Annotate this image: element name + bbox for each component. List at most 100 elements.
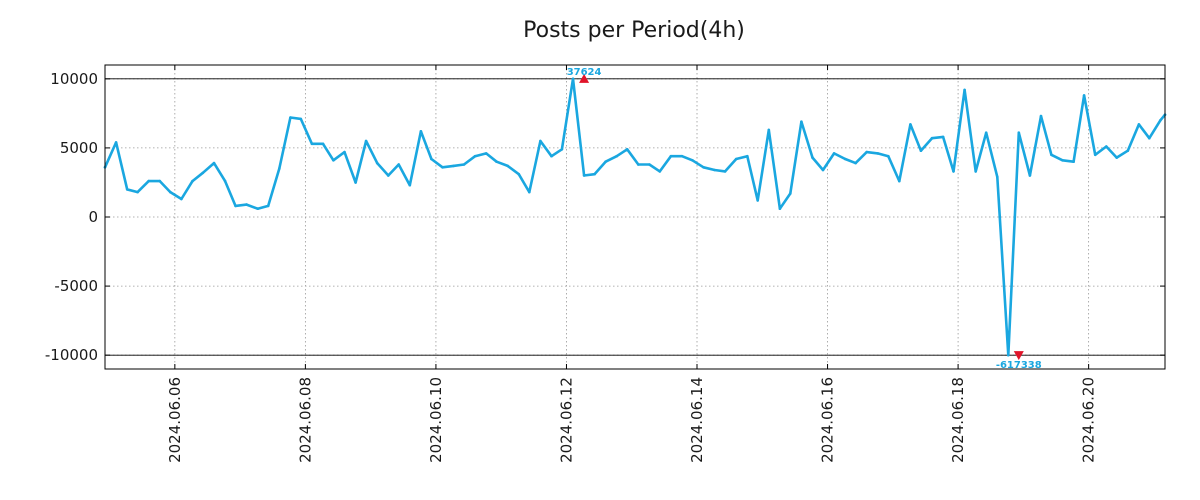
data-point bbox=[680, 154, 684, 158]
data-point bbox=[212, 161, 216, 165]
clip-marker-down bbox=[1013, 351, 1024, 361]
data-point bbox=[169, 190, 172, 194]
data-point bbox=[550, 154, 553, 158]
data-point bbox=[952, 170, 955, 173]
data-point bbox=[615, 154, 618, 158]
x-tick-label: 2024.06.08 bbox=[296, 377, 314, 463]
data-point bbox=[756, 199, 759, 202]
data-point bbox=[136, 190, 139, 194]
data-point bbox=[441, 166, 444, 169]
x-tick-label: 2024.06.10 bbox=[427, 377, 445, 463]
data-point bbox=[821, 168, 825, 172]
data-point bbox=[1126, 149, 1130, 152]
data-point bbox=[854, 161, 857, 165]
data-point bbox=[691, 159, 694, 162]
data-point bbox=[658, 170, 662, 173]
data-point bbox=[484, 152, 488, 155]
data-point bbox=[495, 160, 498, 163]
data-point bbox=[919, 149, 923, 152]
plot-frame bbox=[104, 64, 1166, 370]
annotations: 37624 -617338 bbox=[567, 67, 1042, 371]
x-tick-label: 2024.06.20 bbox=[1080, 377, 1098, 463]
data-point bbox=[201, 171, 205, 175]
y-tick-label: 5000 bbox=[60, 139, 98, 157]
data-point bbox=[191, 179, 194, 183]
data-point bbox=[180, 197, 183, 201]
data-point bbox=[909, 123, 912, 126]
data-point bbox=[1137, 123, 1141, 126]
data-point bbox=[147, 179, 150, 183]
y-tick-label: -5000 bbox=[54, 277, 98, 295]
data-point bbox=[1039, 114, 1043, 118]
data-point bbox=[1159, 119, 1162, 122]
data-point bbox=[1082, 94, 1086, 97]
data-point bbox=[539, 139, 542, 143]
data-point bbox=[299, 117, 303, 121]
data-point bbox=[811, 156, 814, 159]
data-point bbox=[582, 174, 586, 177]
y-tick-label: -10000 bbox=[45, 346, 98, 364]
data-point bbox=[245, 203, 248, 206]
data-point bbox=[266, 204, 270, 208]
data-point bbox=[789, 192, 792, 195]
data-point bbox=[963, 88, 966, 92]
data-point bbox=[734, 157, 738, 161]
data-point bbox=[898, 179, 901, 183]
data-point bbox=[1007, 353, 1010, 357]
data-point bbox=[419, 130, 423, 133]
data-point bbox=[876, 152, 880, 155]
data-point bbox=[669, 154, 673, 158]
data-point bbox=[223, 179, 227, 183]
data-point bbox=[930, 136, 934, 140]
data-point bbox=[310, 142, 314, 146]
data-point bbox=[800, 120, 803, 123]
data-point bbox=[1105, 145, 1108, 148]
data-point bbox=[984, 131, 988, 134]
x-tick-label: 2024.06.18 bbox=[949, 377, 967, 463]
data-point bbox=[1050, 153, 1053, 157]
data-point bbox=[974, 170, 977, 173]
data-point bbox=[1115, 156, 1118, 159]
data-point bbox=[408, 183, 412, 187]
data-point bbox=[778, 207, 782, 210]
x-tick-label: 2024.06.16 bbox=[819, 377, 837, 463]
data-point bbox=[571, 77, 575, 81]
data-point bbox=[702, 166, 705, 169]
data-point bbox=[321, 142, 325, 146]
data-point bbox=[354, 181, 357, 184]
clip-marker-up bbox=[579, 73, 590, 83]
data-point bbox=[746, 154, 749, 158]
data-point bbox=[375, 161, 379, 165]
data-point bbox=[1148, 136, 1151, 140]
data-point bbox=[1028, 174, 1032, 177]
data-point bbox=[832, 152, 836, 155]
data-point bbox=[452, 164, 455, 168]
series-layer bbox=[103, 77, 1167, 357]
data-point bbox=[996, 175, 999, 179]
data-point bbox=[387, 174, 390, 177]
data-point bbox=[593, 172, 596, 176]
annotation-label: 37624 bbox=[567, 67, 602, 78]
data-point bbox=[1072, 160, 1075, 163]
axis-ticks: 10000 5000 0 -5000 -10000 2024.06.06 2024.06.0… bbox=[45, 65, 1165, 463]
data-point bbox=[364, 139, 368, 143]
data-point bbox=[256, 207, 260, 210]
data-point bbox=[604, 160, 607, 163]
data-point bbox=[397, 163, 401, 166]
clip-lines bbox=[105, 78, 1165, 356]
data-point bbox=[648, 163, 651, 166]
data-point bbox=[1017, 131, 1021, 134]
data-point bbox=[1061, 159, 1064, 162]
x-tick-label: 2024.06.14 bbox=[688, 377, 706, 463]
data-point bbox=[1093, 153, 1097, 157]
data-point bbox=[462, 163, 466, 166]
data-point bbox=[430, 157, 433, 161]
y-tick-label: 0 bbox=[88, 208, 98, 226]
y-tick-label: 10000 bbox=[50, 70, 98, 88]
data-point bbox=[517, 172, 521, 176]
data-point bbox=[887, 154, 890, 158]
data-point bbox=[289, 116, 292, 119]
data-point bbox=[332, 159, 335, 162]
data-point bbox=[637, 163, 640, 166]
